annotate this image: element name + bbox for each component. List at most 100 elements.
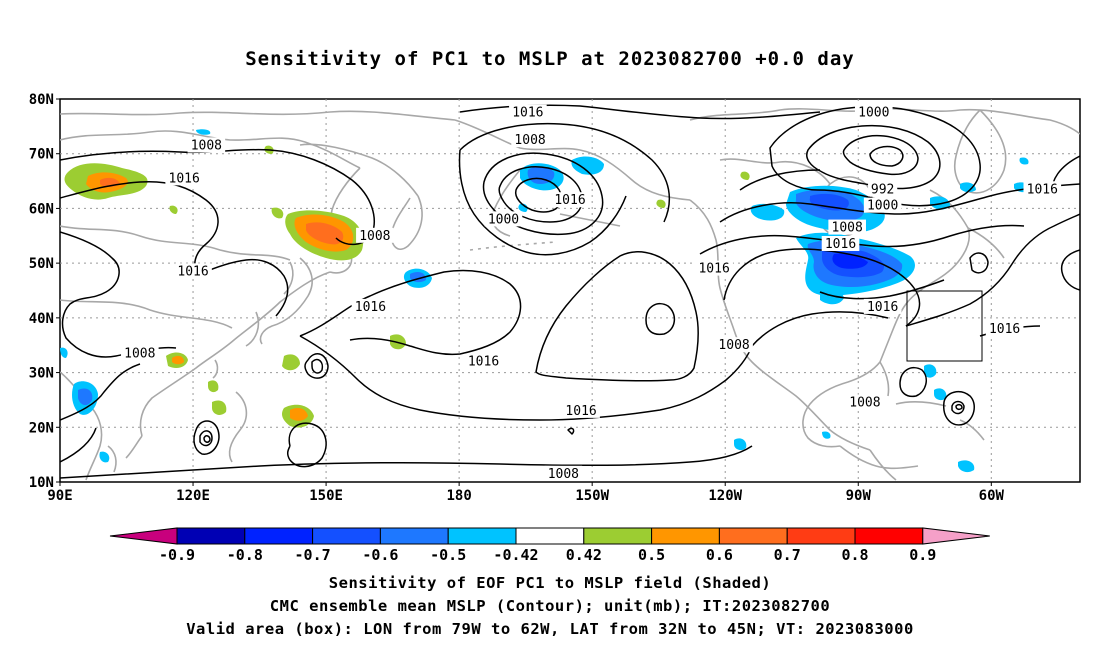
colorbar-segment <box>515 527 585 545</box>
contour-label-bg <box>187 137 226 153</box>
contour-label: 1008 <box>514 133 545 148</box>
contour-label: 1008 <box>832 221 863 236</box>
colorbar-min-arrow <box>109 527 178 545</box>
contour-label-bg <box>868 181 898 197</box>
contour-label: 1000 <box>867 199 898 214</box>
contour-label-bg <box>821 235 860 251</box>
lat-label: 60N <box>29 201 54 217</box>
contour-label-bg <box>863 298 902 314</box>
colorbar-segment <box>379 527 449 545</box>
contour-label: 1016 <box>169 171 200 186</box>
colorbar-segment <box>244 527 314 545</box>
colorbar-segment <box>176 527 246 545</box>
contour-labels: 1008101610081016101610081016100810001016… <box>121 104 1062 482</box>
contour-label: 992 <box>871 182 894 197</box>
contour-label-bg <box>356 227 394 243</box>
latitude-labels: 80N 70N 60N 50N 40N 30N 20N 10N <box>29 92 60 491</box>
colorbar-label: 0.6 <box>706 546 733 564</box>
lon-label: 120E <box>176 488 210 504</box>
mslp-contours <box>60 104 1080 479</box>
contour-label: 1000 <box>488 212 519 227</box>
lon-label: 90E <box>47 488 72 504</box>
lat-label: 30N <box>29 366 54 382</box>
lon-label: 120W <box>708 488 742 504</box>
colorbar-label: 0.42 <box>566 546 602 564</box>
contour-label: 1016 <box>355 300 386 315</box>
lat-label: 50N <box>29 256 54 272</box>
contour-label-bg <box>562 402 600 418</box>
contour-label: 1016 <box>512 106 543 121</box>
colorbar-segment <box>583 527 653 545</box>
colorbar-label: -0.7 <box>295 546 331 564</box>
footer-line-2: CMC ensemble mean MSLP (Contour); unit(m… <box>269 597 831 615</box>
contour-label-bg <box>985 320 1024 336</box>
lat-label: 10N <box>29 475 54 491</box>
colorbar <box>109 527 990 545</box>
colorbar-label: 0.7 <box>774 546 801 564</box>
colorbar-label: -0.6 <box>362 546 398 564</box>
contour-label-bg <box>846 394 884 410</box>
lon-label: 150W <box>575 488 609 504</box>
colorbar-segment <box>651 527 720 545</box>
contour-label: 1016 <box>867 300 898 315</box>
colorbar-segment <box>312 527 381 545</box>
contour-label-bg <box>165 170 203 186</box>
contour-label: 1008 <box>849 396 880 411</box>
chart-title: Sensitivity of PC1 to MSLP at 2023082700… <box>245 48 855 70</box>
contour-label-bg <box>828 219 866 235</box>
colorbar-labels: -0.9 -0.8 -0.7 -0.6 -0.5 -0.42 0.42 0.5 0.6 0.7 0.… <box>159 546 936 564</box>
contour-label: 1016 <box>468 355 499 370</box>
colorbar-segment <box>854 527 924 545</box>
lon-label: 150E <box>309 488 343 504</box>
colorbar-label: -0.8 <box>227 546 263 564</box>
lat-label: 70N <box>29 147 54 163</box>
lat-label: 20N <box>29 420 54 436</box>
contour-label-bg <box>351 298 390 314</box>
contour-label-bg <box>863 197 902 213</box>
lon-label: 60W <box>979 488 1005 504</box>
colorbar-max-arrow <box>922 527 990 545</box>
colorbar-label: 0.9 <box>909 546 936 564</box>
valid-area-box <box>906 290 983 362</box>
contour-label-bg <box>551 192 589 208</box>
colorbar-label: -0.42 <box>493 546 538 564</box>
colorbar-segment <box>718 527 788 545</box>
contour-label-bg <box>854 104 893 120</box>
footer-line-3: Valid area (box): LON from 79W to 62W, L… <box>186 620 914 638</box>
contour-label-bg <box>511 132 549 148</box>
contour-label-bg <box>484 211 523 227</box>
contour-label: 1008 <box>548 467 579 482</box>
contour-label-bg <box>1023 181 1062 197</box>
contour-label: 1008 <box>191 139 222 154</box>
contour-label: 1000 <box>858 106 889 121</box>
colorbar-label: 0.5 <box>638 546 665 564</box>
contour-label-bg <box>121 345 159 361</box>
contour-label: 1016 <box>177 264 208 279</box>
colorbar-segment <box>447 527 517 545</box>
colorbar-label: -0.5 <box>430 546 466 564</box>
lon-label: 180 <box>446 488 471 504</box>
contour-label-bg <box>695 260 733 276</box>
contour-label-bg <box>715 337 753 353</box>
contour-label-bg <box>174 263 212 279</box>
contour-label: 1016 <box>989 322 1020 337</box>
contour-label: 1016 <box>565 404 596 419</box>
footer-line-1: Sensitivity of EOF PC1 to MSLP field (Sh… <box>328 574 772 592</box>
contour-label: 1008 <box>359 229 390 244</box>
contour-label: 1016 <box>1027 182 1058 197</box>
contour-label: 1008 <box>124 346 155 361</box>
contour-label: 1016 <box>698 262 729 277</box>
colorbar-label: 0.8 <box>841 546 868 564</box>
contour-label-bg <box>509 104 547 120</box>
colorbar-segment <box>786 527 856 545</box>
lat-label: 80N <box>29 92 54 108</box>
colorbar-label: -0.9 <box>159 546 195 564</box>
contour-label: 1008 <box>718 338 749 353</box>
longitude-labels: 90E 120E 150E 180 150W 120W 90W 60W <box>47 482 1005 504</box>
lon-label: 90W <box>846 488 872 504</box>
contour-label-bg <box>544 465 583 481</box>
contour-label: 1016 <box>554 193 585 208</box>
contour-label: 1016 <box>825 237 856 252</box>
contour-label-bg <box>464 353 503 369</box>
